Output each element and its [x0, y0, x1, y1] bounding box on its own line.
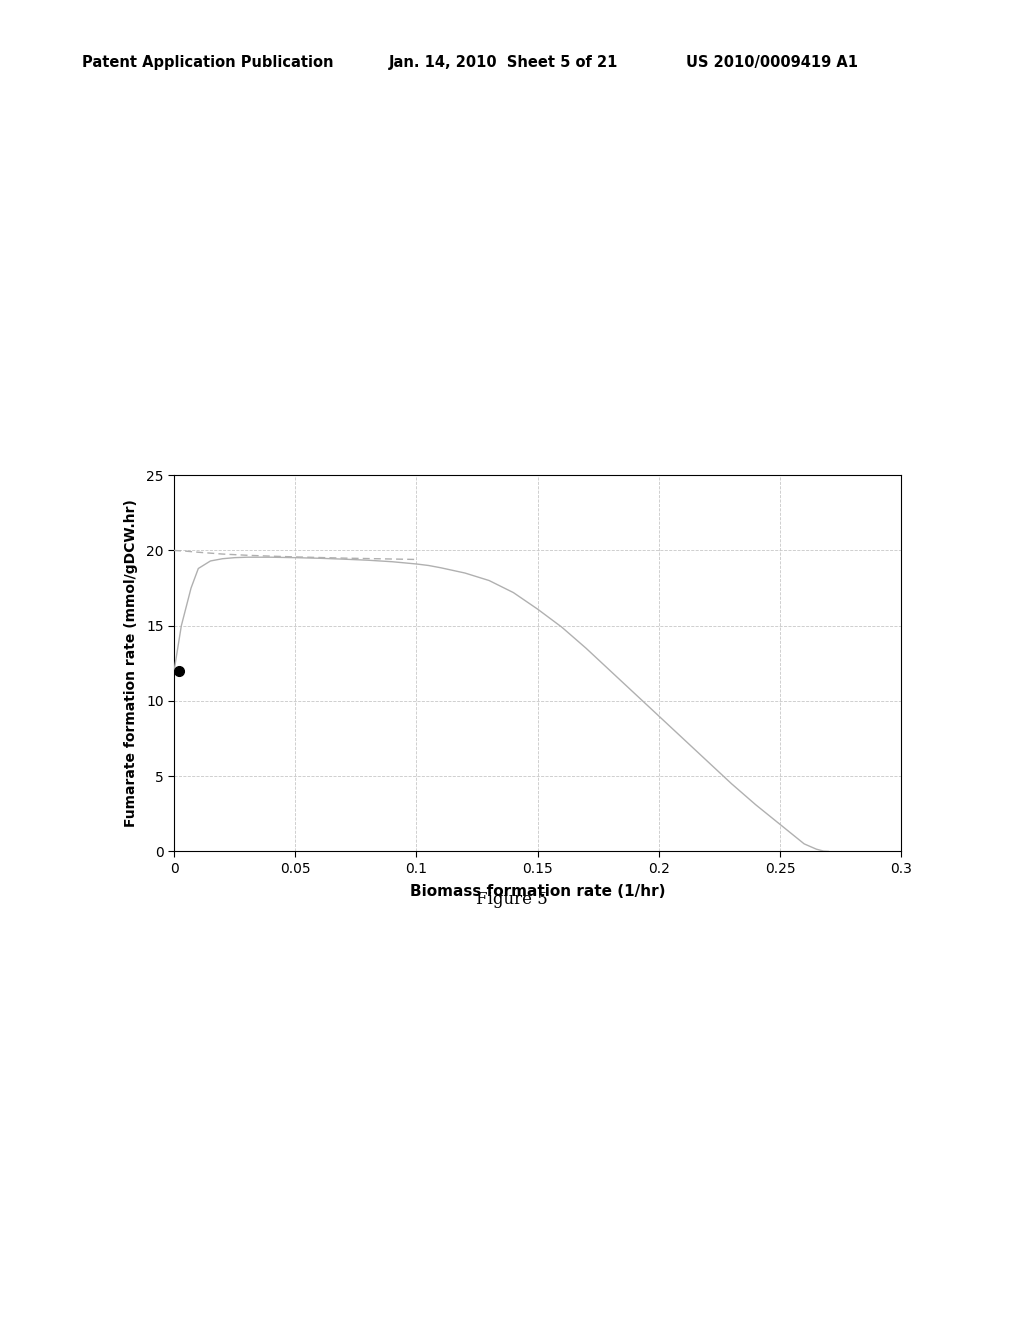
X-axis label: Biomass formation rate (1/hr): Biomass formation rate (1/hr): [410, 884, 666, 899]
Text: US 2010/0009419 A1: US 2010/0009419 A1: [686, 55, 858, 70]
Y-axis label: Fumarate formation rate (mmol/gDCW.hr): Fumarate formation rate (mmol/gDCW.hr): [124, 499, 137, 828]
Text: Patent Application Publication: Patent Application Publication: [82, 55, 334, 70]
Text: Jan. 14, 2010  Sheet 5 of 21: Jan. 14, 2010 Sheet 5 of 21: [389, 55, 618, 70]
Text: Figure 5: Figure 5: [476, 891, 548, 908]
